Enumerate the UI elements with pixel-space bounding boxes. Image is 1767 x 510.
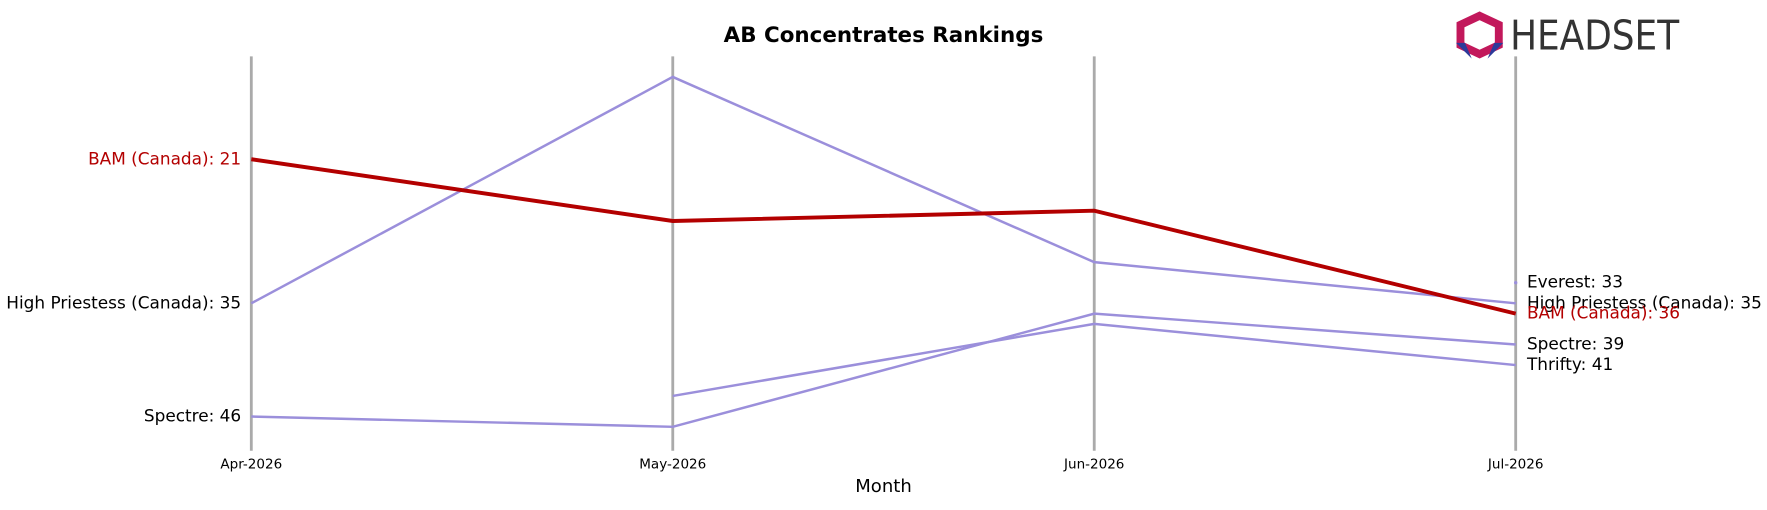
x-axis-label: Month	[855, 476, 911, 497]
series-line	[251, 312, 1516, 429]
end-label: Thrifty: 41	[1526, 354, 1613, 374]
end-label: BAM (Canada): 36	[1527, 303, 1680, 323]
series-line	[250, 75, 1516, 305]
start-label: Spectre: 46	[144, 406, 241, 426]
series-point	[1514, 281, 1518, 285]
end-label: Everest: 33	[1527, 272, 1623, 292]
end-label: Spectre: 39	[1527, 333, 1624, 353]
logo-mark	[1455, 42, 1472, 59]
series-line	[251, 157, 1517, 316]
logo-text: HEADSET	[1510, 11, 1680, 59]
x-tick-label: May-2026	[639, 456, 706, 472]
end-label: High Priestess (Canada): 35	[1527, 292, 1762, 312]
logo-mark	[1487, 42, 1504, 59]
start-label: High Priestess (Canada): 35	[6, 292, 241, 312]
x-tick-label: Jun-2026	[1063, 456, 1124, 472]
x-tick-label: Jul-2026	[1487, 456, 1544, 472]
series-line	[672, 322, 1516, 398]
logo: HEADSET	[1455, 11, 1680, 59]
start-label: BAM (Canada): 21	[88, 148, 241, 168]
logo-mark	[1456, 11, 1503, 59]
chart-title: AB Concentrates Rankings	[724, 23, 1044, 48]
x-tick-label: Apr-2026	[220, 456, 282, 472]
